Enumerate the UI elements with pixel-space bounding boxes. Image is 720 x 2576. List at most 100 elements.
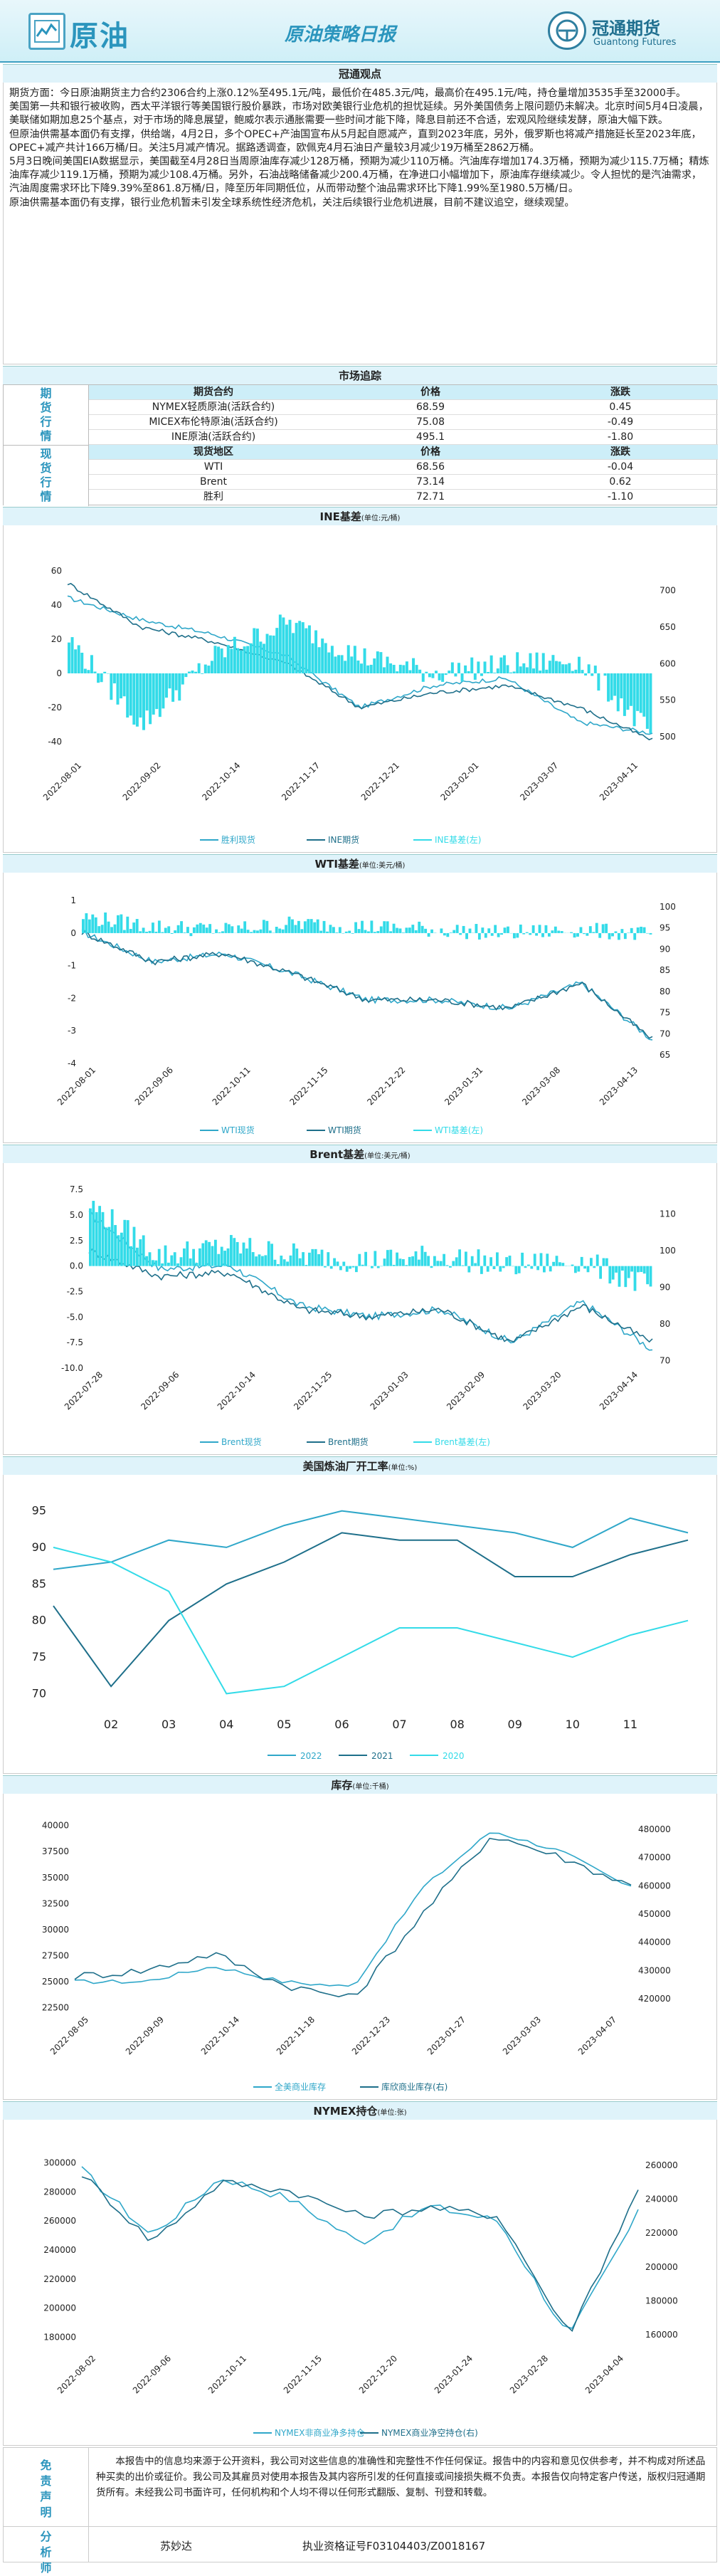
basis-bar (136, 673, 139, 727)
basis-bar (555, 661, 558, 673)
basis-bar (181, 673, 184, 685)
basis-bar (513, 933, 516, 938)
basis-bar (370, 920, 373, 933)
y2-tick-label: 85 (660, 965, 670, 975)
x-tick: 2023-04-07 (576, 2014, 618, 2056)
legend-label: 胜利现货 (221, 834, 255, 845)
basis-bar (389, 1250, 392, 1266)
brand-en: Guantong Futures (593, 37, 676, 48)
basis-bar (615, 1266, 618, 1273)
basis-bar (441, 673, 444, 682)
basis-bar (415, 930, 418, 933)
basis-bar (487, 1266, 489, 1272)
y-tick-label: 27500 (42, 1951, 69, 1961)
basis-bar (114, 1225, 117, 1266)
basis-bar (623, 673, 626, 716)
basis-bar (371, 1266, 374, 1268)
basis-bar (611, 933, 614, 936)
basis-bar (196, 1263, 198, 1266)
basis-bar (103, 672, 106, 673)
basis-bar (178, 673, 181, 700)
futures-side-label: 期货行情 (4, 385, 89, 445)
x-tick-label: 2022-08-02 (55, 2353, 97, 2395)
basis-bar (260, 930, 263, 933)
x-tick-label: 2023-01-03 (369, 1370, 411, 1411)
x-tick-label: 2023-04-04 (583, 2353, 625, 2395)
basis-bar (549, 1266, 552, 1272)
basis-bar (577, 1266, 580, 1272)
series-line (82, 2177, 638, 2331)
basis-bar (571, 671, 574, 673)
cell-price: 68.59 (338, 400, 523, 415)
basis-bar (78, 646, 80, 673)
y2-tick-label: 440000 (638, 1938, 671, 1947)
basis-bar (484, 661, 487, 673)
basis-bar (393, 1265, 396, 1266)
y-tick-label: 32500 (42, 1898, 69, 1908)
basis-bar (480, 1266, 483, 1274)
basis-bar (649, 673, 652, 733)
basis-bar (418, 922, 420, 933)
basis-bar (337, 655, 340, 673)
basis-bar (367, 931, 370, 932)
basis-bar (269, 930, 272, 933)
basis-bar (471, 1256, 474, 1266)
disclaimer-text: 本报告中的信息均来源于公开资料，我公司对这些信息的准确性和完整性不作任何保证。报… (96, 2454, 708, 2501)
basis-bar (445, 673, 448, 675)
basis-bar (364, 648, 366, 673)
basis-bar (521, 1253, 524, 1266)
y2-tick-label: 110 (660, 1209, 676, 1219)
basis-bar (302, 1252, 305, 1266)
basis-bar (202, 925, 205, 933)
basis-bar (513, 671, 516, 673)
y2-tick-label: 460000 (638, 1881, 671, 1891)
basis-bar (272, 636, 275, 673)
basis-bar (310, 919, 313, 933)
table-row: MICEX布伦特原油(活跃合约) 75.08 -0.49 (89, 415, 718, 430)
basis-bar (565, 664, 568, 673)
basis-bar (454, 673, 457, 676)
basis-bar (483, 1256, 486, 1266)
basis-bar (184, 932, 186, 933)
stock-title-text: 库存 (331, 1779, 352, 1792)
y-tick-label: 2.5 (70, 1236, 83, 1246)
basis-bar (201, 673, 203, 674)
basis-bar (477, 661, 480, 673)
basis-bar (162, 673, 164, 708)
x-tick-label: 2022-11-15 (282, 2353, 324, 2395)
basis-bar (290, 1256, 292, 1266)
basis-bar (581, 670, 584, 673)
basis-bar (612, 1266, 615, 1280)
basis-bar (214, 646, 217, 673)
basis-bar (374, 932, 376, 933)
basis-bar (237, 925, 240, 933)
x-tick-label: 2022-11-18 (275, 2014, 317, 2056)
basis-bar (393, 924, 396, 933)
brand-name: 冠通期货 (592, 14, 660, 39)
analyst-label-text: 分析师 (39, 2529, 53, 2576)
basis-bar (449, 1266, 452, 1268)
basis-bar (205, 1240, 208, 1266)
legend-label: WTI基差(左) (435, 1125, 483, 1135)
legend-label: 全美商业库存 (275, 2081, 326, 2092)
basis-bar (607, 673, 610, 702)
basis-bar (605, 924, 608, 933)
viewpoint-body: 期货方面：今日原油期货主力合约2306合约上涨0.12%至495.1元/吨，最低… (3, 83, 717, 364)
basis-bar (529, 933, 531, 935)
basis-bar (71, 637, 74, 673)
basis-bar (117, 915, 120, 933)
basis-bar (624, 933, 627, 939)
x-tick-label: 2022-11-17 (280, 760, 322, 802)
x-tick-label: 2022-08-01 (55, 1065, 97, 1107)
x-tick: 2022-12-20 (357, 2353, 399, 2395)
x-tick-label: 2022-09-06 (133, 1065, 175, 1107)
basis-bar (374, 1251, 376, 1266)
ine-unit-text: (单位:元/桶) (361, 515, 401, 522)
basis-bar (259, 641, 262, 673)
basis-bar (551, 655, 554, 673)
basis-bar (221, 931, 224, 933)
col-contract: 期货合约 (89, 385, 338, 400)
basis-bar (149, 931, 152, 933)
